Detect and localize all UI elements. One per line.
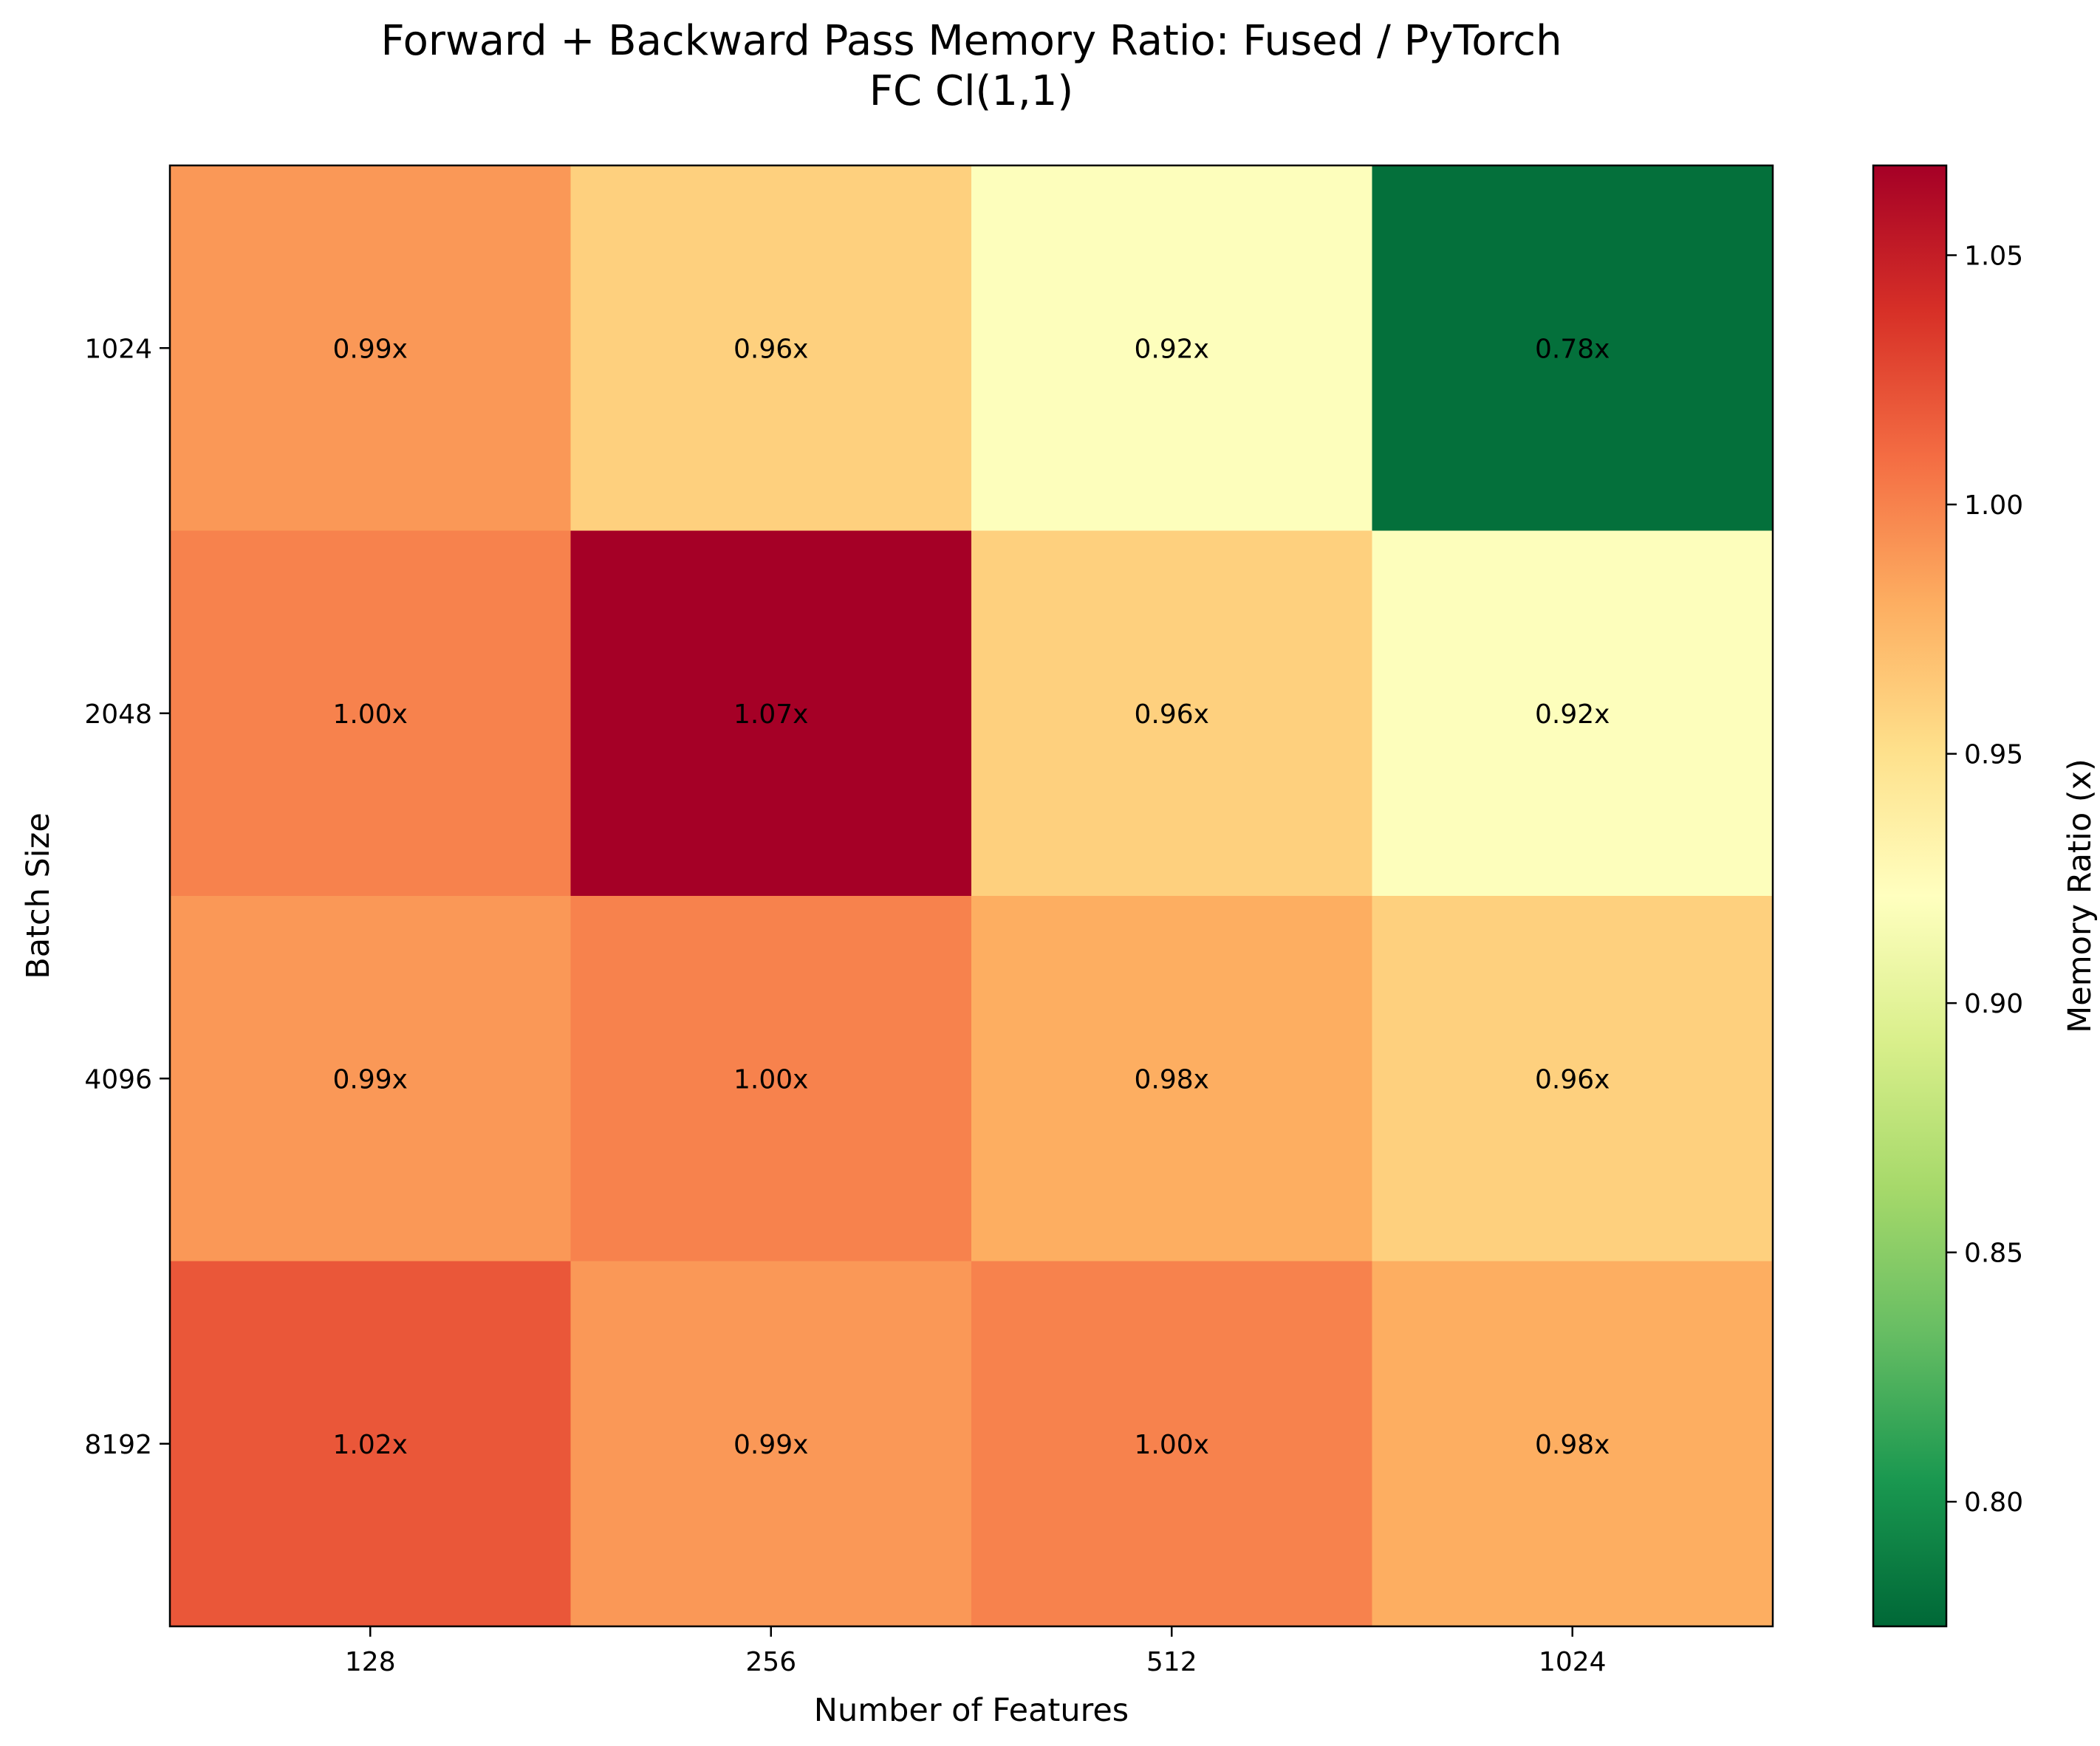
- cell-value-label: 1.00x: [1135, 1430, 1209, 1460]
- heatmap-cell: [1372, 896, 1774, 1261]
- heatmap-cell: [1372, 530, 1774, 897]
- heatmap-cell: [570, 896, 972, 1261]
- heatmap-cell: [170, 165, 571, 531]
- cell-value-label: 0.99x: [333, 1064, 408, 1095]
- heatmap-cell: [1372, 165, 1774, 531]
- colorbar-tick-label: 0.95: [1964, 740, 2023, 770]
- y-axis-label: Batch Size: [20, 812, 57, 979]
- heatmap-cell: [170, 530, 571, 897]
- cell-value-label: 0.96x: [1135, 699, 1209, 730]
- x-tick-label: 1024: [1539, 1647, 1607, 1677]
- y-tick-label: 4096: [84, 1064, 152, 1095]
- cell-value-label: 0.92x: [1535, 699, 1610, 730]
- x-tick-label: 256: [745, 1647, 796, 1677]
- cell-value-label: 0.96x: [733, 334, 808, 364]
- heatmap-cell: [971, 1261, 1372, 1627]
- x-tick-label: 512: [1146, 1647, 1197, 1677]
- colorbar-tick-label: 0.80: [1964, 1487, 2023, 1518]
- heatmap-cell: [1372, 1261, 1774, 1627]
- heatmap-cell: [170, 896, 571, 1261]
- cell-value-label: 0.78x: [1535, 334, 1610, 364]
- heatmap-cell: [971, 165, 1372, 531]
- heatmap-cell: [570, 530, 972, 897]
- cell-value-label: 0.98x: [1135, 1064, 1209, 1095]
- heatmap-cell: [170, 1261, 571, 1627]
- colorbar-tick-label: 1.00: [1964, 490, 2023, 521]
- y-tick-label: 1024: [84, 334, 152, 364]
- y-tick-label: 2048: [84, 699, 152, 730]
- colorbar-label: Memory Ratio (x): [2062, 759, 2099, 1033]
- x-tick-label: 128: [345, 1647, 396, 1677]
- heatmap-cell: [570, 1261, 972, 1627]
- plot-frame: [168, 164, 1774, 1628]
- cell-value-label: 0.96x: [1535, 1064, 1610, 1095]
- heatmap-cell: [971, 530, 1372, 897]
- cell-value-label: 1.00x: [333, 699, 408, 730]
- x-axis-label: Number of Features: [814, 1692, 1129, 1729]
- cell-value-label: 1.02x: [333, 1430, 408, 1460]
- heatmap-cells: [170, 165, 1774, 1627]
- cell-value-label: 0.99x: [733, 1430, 808, 1460]
- cell-value-label: 1.00x: [733, 1064, 808, 1095]
- heatmap-cell: [570, 165, 972, 531]
- heatmap-cell: [971, 896, 1372, 1261]
- colorbar-tick-label: 1.05: [1964, 242, 2023, 272]
- cell-value-label: 0.92x: [1135, 334, 1209, 364]
- colorbar-ticks: 0.80 0.85 0.90 0.95 1.00 1.05: [1946, 242, 2023, 1518]
- cell-value-label: 0.98x: [1535, 1430, 1610, 1460]
- heatmap-cell-labels: 0.99x 0.96x 0.92x 0.78x 1.00x 1.07x 0.96x 0.92x…: [333, 334, 1610, 1460]
- colorbar: [1872, 164, 1948, 1628]
- x-axis-ticks: 128 256 512 1024: [345, 1626, 1607, 1677]
- chart-title-line-2: FC Cl(1,1): [869, 67, 1074, 115]
- y-tick-label: 8192: [84, 1430, 152, 1460]
- cell-value-label: 1.07x: [733, 699, 808, 730]
- colorbar-tick-label: 0.85: [1964, 1239, 2023, 1269]
- chart-title-line-1: Forward + Backward Pass Memory Ratio: Fu…: [380, 17, 1562, 65]
- colorbar-tick-label: 0.90: [1964, 989, 2023, 1019]
- y-axis-ticks: 1024 2048 4096 8192: [84, 334, 170, 1460]
- cell-value-label: 0.99x: [333, 334, 408, 364]
